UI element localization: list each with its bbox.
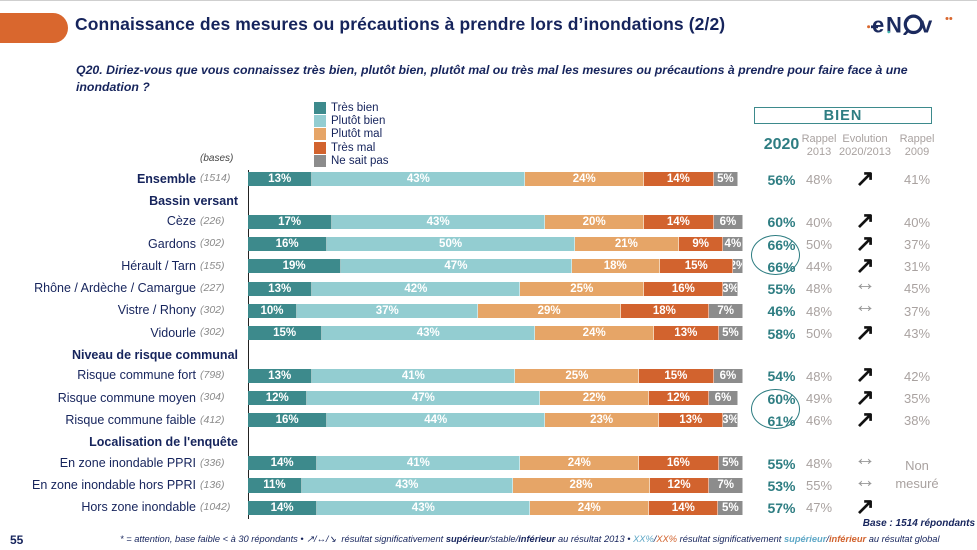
svg-text:v: v [920,13,933,36]
svg-text:e: e [872,13,884,36]
